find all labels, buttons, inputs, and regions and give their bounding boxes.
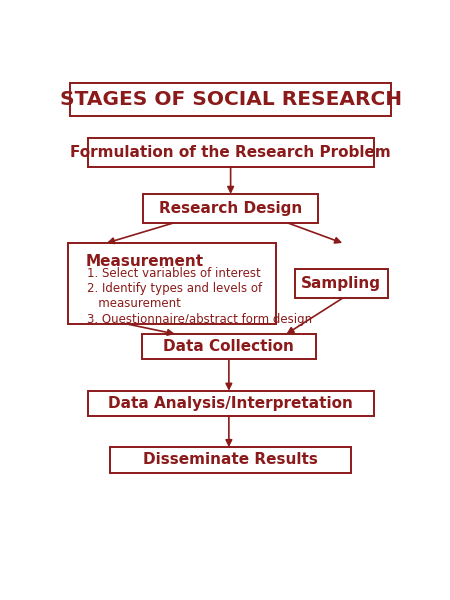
Text: Data Collection: Data Collection [163, 339, 294, 354]
FancyBboxPatch shape [144, 194, 318, 223]
FancyBboxPatch shape [142, 334, 316, 359]
Text: STAGES OF SOCIAL RESEARCH: STAGES OF SOCIAL RESEARCH [59, 90, 402, 109]
Text: Formulation of the Research Problem: Formulation of the Research Problem [70, 145, 391, 160]
FancyBboxPatch shape [88, 137, 374, 167]
FancyBboxPatch shape [295, 269, 387, 298]
FancyBboxPatch shape [70, 83, 391, 116]
Text: Sampling: Sampling [302, 277, 381, 292]
FancyBboxPatch shape [88, 391, 374, 416]
Text: Disseminate Results: Disseminate Results [143, 452, 318, 467]
Text: 3. Questionnaire/abstract form design: 3. Questionnaire/abstract form design [86, 313, 312, 326]
Text: 2. Identify types and levels of: 2. Identify types and levels of [86, 282, 262, 295]
FancyBboxPatch shape [68, 243, 276, 324]
Text: measurement: measurement [86, 298, 180, 310]
Text: Measurement: Measurement [86, 254, 204, 269]
Text: Research Design: Research Design [159, 201, 302, 216]
FancyBboxPatch shape [110, 447, 351, 473]
Text: Data Analysis/Interpretation: Data Analysis/Interpretation [108, 396, 353, 411]
Text: 1. Select variables of interest: 1. Select variables of interest [86, 266, 261, 280]
